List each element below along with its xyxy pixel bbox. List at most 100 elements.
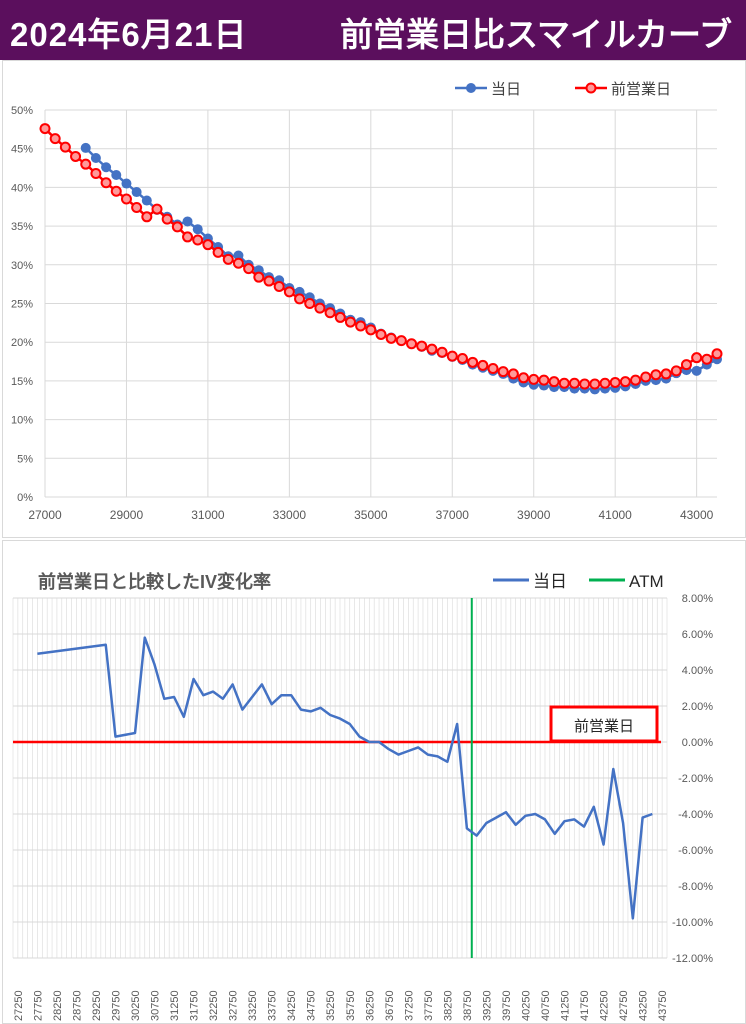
x-tick-label: 27750	[32, 990, 44, 1021]
data-point-prev	[70, 150, 82, 162]
y-tick-label: -12.00%	[672, 953, 713, 965]
data-point-prev	[568, 377, 580, 389]
data-point-prev	[385, 332, 397, 344]
data-point-prev	[660, 368, 672, 380]
page-header: 2024年6月21日 前営業日比スマイルカーブ	[0, 0, 746, 60]
legend-marker	[585, 82, 597, 94]
data-point-today	[192, 224, 203, 235]
data-point-prev	[49, 133, 61, 145]
data-point-today	[90, 152, 101, 163]
data-point-prev	[701, 353, 713, 365]
data-point-prev	[680, 359, 692, 371]
smile-curve-chart: 0% 5% 10% 15% 20% 25% 30% 35% 40% 45% 50% 27000 2900…	[11, 81, 723, 522]
data-point-prev	[304, 298, 316, 309]
data-point-prev	[518, 372, 530, 384]
x-tick-label: 38750	[462, 990, 474, 1021]
y-tick-label: 5%	[17, 453, 33, 465]
x-tick-label: 31250	[169, 990, 181, 1021]
data-point-prev	[528, 373, 540, 385]
x-tick-label: 29000	[110, 508, 144, 522]
data-point-prev	[273, 280, 285, 292]
data-point-prev	[171, 221, 183, 233]
x-tick-label: 41750	[579, 990, 591, 1021]
y-tick-label: 30%	[11, 260, 33, 272]
data-point-today	[80, 142, 91, 153]
x-tick-label: 43000	[680, 508, 714, 522]
x-tick-label: 34250	[286, 990, 298, 1021]
data-point-prev	[375, 328, 387, 340]
header-date: 2024年6月21日	[10, 16, 248, 53]
y-tick-label: 4.00%	[682, 665, 713, 677]
data-point-prev	[395, 335, 407, 347]
data-point-prev	[222, 253, 234, 265]
data-point-prev	[609, 376, 621, 388]
data-point-prev	[80, 158, 92, 170]
y-tick-label: 40%	[11, 182, 33, 194]
x-tick-label: 29250	[91, 990, 103, 1021]
data-point-prev	[283, 286, 295, 298]
x-tick-label: 33250	[247, 990, 259, 1021]
data-point-prev	[619, 376, 631, 388]
x-tick-label: 43250	[638, 990, 650, 1021]
y-tick-label: 15%	[11, 376, 33, 388]
y-tick-label: -2.00%	[678, 773, 713, 785]
iv-change-chart: 8.00% 6.00% 4.00% 2.00% 0.00% -2.00% -4.00% -6.…	[12, 571, 713, 1021]
x-tick-label: 41000	[598, 508, 632, 522]
x-tick-label: 41250	[560, 990, 572, 1021]
x-tick-label: 31000	[191, 508, 225, 522]
series-line-today	[37, 636, 653, 920]
x-tick-label: 40750	[540, 990, 552, 1021]
x-tick-label: 39750	[501, 990, 513, 1021]
data-point-prev	[141, 211, 153, 223]
data-point-prev	[538, 374, 550, 386]
y-tick-label: -4.00%	[678, 809, 713, 821]
x-tick-label: 32250	[208, 990, 220, 1021]
data-point-prev	[192, 234, 204, 246]
data-point-prev	[100, 177, 112, 189]
y-tick-label: 8.00%	[682, 593, 713, 605]
legend-marker	[466, 83, 476, 93]
x-tick-label: 36250	[364, 990, 376, 1021]
x-tick-label: 30250	[130, 990, 142, 1021]
data-point-prev	[456, 352, 468, 364]
baseline-label-box	[549, 705, 659, 743]
x-tick-label: 37250	[403, 990, 415, 1021]
x-tick-label: 28250	[52, 990, 64, 1021]
x-tick-label: 27000	[28, 508, 62, 522]
x-tick-label: 33750	[267, 990, 279, 1021]
data-point-prev	[426, 343, 438, 355]
data-point-prev	[650, 369, 662, 381]
data-point-prev	[640, 371, 652, 383]
data-point-prev	[497, 366, 509, 378]
x-tick-label: 29750	[110, 990, 122, 1021]
y-tick-label: 10%	[11, 415, 33, 427]
x-tick-label: 37000	[436, 508, 470, 522]
data-point-prev	[344, 316, 356, 328]
data-point-prev	[711, 348, 723, 360]
x-tick-label: 42250	[599, 990, 611, 1021]
y-tick-label: 25%	[11, 299, 33, 311]
x-tick-label: 34750	[306, 990, 318, 1021]
y-tick-label: -8.00%	[678, 881, 713, 893]
x-tick-label: 37750	[423, 990, 435, 1021]
data-point-prev	[670, 365, 682, 377]
data-point-today	[111, 170, 122, 181]
data-point-prev	[446, 350, 458, 362]
data-point-prev	[589, 378, 601, 390]
x-tick-label: 31750	[189, 990, 201, 1021]
legend-label: 前営業日	[611, 81, 671, 98]
data-point-prev	[436, 346, 448, 358]
x-tick-label: 42750	[618, 990, 630, 1021]
data-point-prev	[212, 246, 224, 258]
data-point-prev	[294, 293, 306, 305]
data-point-prev	[467, 356, 479, 368]
data-point-today	[141, 195, 152, 206]
data-point-prev	[355, 320, 367, 332]
y-tick-label: 6.00%	[682, 629, 713, 641]
chart-title: 前営業日と比較したIV変化率	[38, 571, 271, 592]
legend-label: 当日	[533, 572, 567, 591]
data-point-prev	[507, 368, 519, 380]
x-tick-label: 39000	[517, 508, 551, 522]
y-tick-label: 45%	[11, 144, 33, 156]
legend-label: ATM	[629, 572, 664, 591]
